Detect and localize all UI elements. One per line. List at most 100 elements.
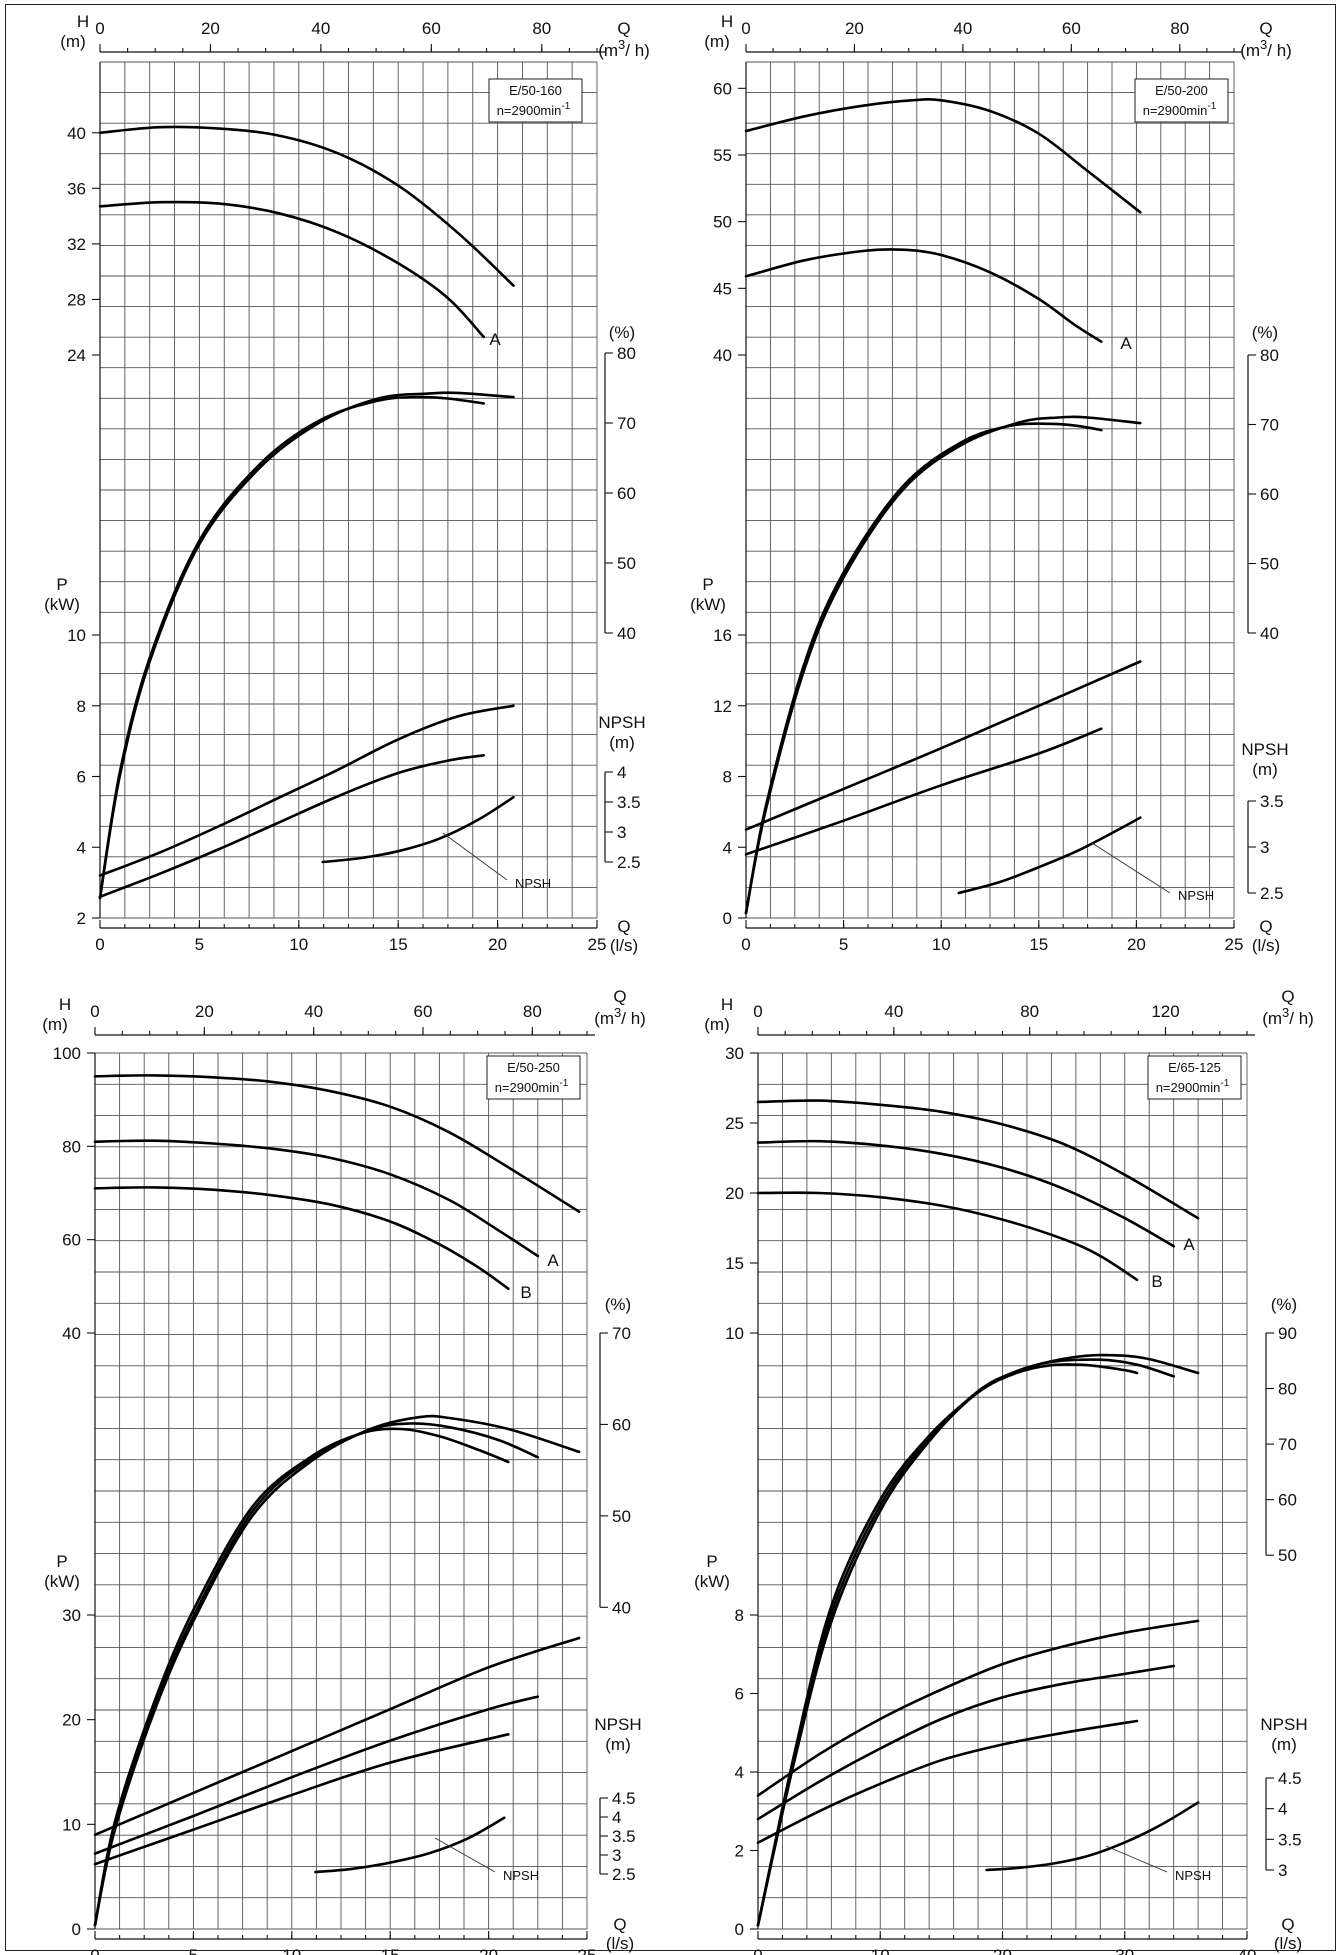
top-tick-label: 80: [532, 19, 551, 38]
power-curve-7: [756, 1619, 1200, 1797]
head-tick-label: 50: [713, 213, 732, 232]
npsh-leader: [442, 832, 508, 881]
efficiency-axis-label: (%): [1252, 323, 1278, 342]
npsh-curve-label: NPSH: [503, 1868, 539, 1883]
x-axis-label: Q: [613, 1915, 626, 1934]
efficiency-curve-5: [93, 1422, 540, 1927]
npsh-tick-label: 3: [1278, 1861, 1287, 1880]
x-tick-label: 15: [389, 935, 408, 954]
efficiency-curve-6: [756, 1353, 1200, 1927]
top-tick-label: 80: [523, 1002, 542, 1021]
curve-label-a: A: [1183, 1235, 1195, 1254]
x-tick-label: 25: [588, 935, 607, 954]
top-tick-label: 0: [753, 1002, 762, 1021]
efficiency-curve-4: [756, 1363, 1139, 1927]
top-tick-label: 0: [90, 1002, 99, 1021]
npsh-tick-label: 2.5: [1260, 884, 1284, 903]
power-axis-label: P: [56, 1552, 67, 1571]
power-axis-unit: (kW): [44, 1572, 80, 1591]
npsh-tick-label: 4: [617, 763, 626, 782]
efficiency-curve-6: [93, 1427, 510, 1927]
power-axis-unit: (kW): [690, 595, 726, 614]
model-box: [1134, 78, 1229, 123]
speed-label: n=2900min-1: [497, 101, 571, 118]
speed-exp: -1: [1207, 101, 1216, 112]
efficiency-tick-label: 40: [612, 1598, 631, 1617]
npsh-tick-label: 2.5: [612, 1865, 636, 1884]
top-tick-label: 20: [201, 19, 220, 38]
npsh-axis-label: NPSH: [598, 713, 645, 732]
efficiency-tick-label: 70: [1278, 1435, 1297, 1454]
x-tick-label: 15: [381, 1946, 400, 1955]
top-axis-unit-rest: / h): [1289, 1009, 1314, 1028]
efficiency-tick-label: 80: [1278, 1380, 1297, 1399]
top-axis-label: Q: [1259, 19, 1272, 38]
sheet-border: [5, 4, 1336, 1951]
power-tick-label: 0: [723, 909, 732, 928]
curve-label-a: A: [489, 330, 501, 349]
head-tick-label: 100: [53, 1044, 81, 1063]
grid: [99, 61, 598, 919]
efficiency-tick-label: 70: [1260, 416, 1279, 435]
power-axis-label: P: [702, 575, 713, 594]
x-tick-label: 10: [871, 1946, 890, 1955]
x-axis-label: Q: [1281, 1915, 1294, 1934]
power-tick-label: 16: [713, 626, 732, 645]
head-curve-2: [756, 1139, 1175, 1248]
top-tick-label: 40: [953, 19, 972, 38]
head-curve-1: [756, 1099, 1200, 1220]
model-box: [486, 1055, 581, 1100]
efficiency-axis-label: (%): [1271, 1295, 1297, 1314]
speed-base: n=2900min: [495, 1080, 560, 1095]
top-axis-label: Q: [617, 19, 630, 38]
head-tick-label: 10: [725, 1324, 744, 1343]
top-tick-label: 120: [1151, 1002, 1179, 1021]
x-tick-label: 25: [578, 1946, 597, 1955]
top-tick-label: 40: [304, 1002, 323, 1021]
power-curve-8: [93, 1695, 540, 1855]
top-axis-unit-rest: / h): [621, 1009, 646, 1028]
speed-base: n=2900min: [1143, 103, 1208, 118]
chart-panel-1: 0 5 10 15 20 25Q(l/s)0 20 40 60 80 Q(m3/ h)H(m)242…: [44, 12, 650, 955]
x-tick-label: 10: [289, 935, 308, 954]
top-axis-unit-base: (m: [594, 1009, 614, 1028]
top-axis-unit-base: (m: [598, 41, 618, 60]
head-tick-label: 55: [713, 146, 732, 165]
npsh-axis-label: NPSH: [594, 1715, 641, 1734]
npsh-tick-label: 3: [617, 823, 626, 842]
x-tick-label: 25: [1225, 935, 1244, 954]
npsh-curve-10: [985, 1801, 1200, 1872]
power-curve-7: [93, 1636, 581, 1837]
grid: [757, 1052, 1248, 1930]
power-tick-label: 30: [62, 1606, 81, 1625]
efficiency-axis-label: (%): [609, 323, 635, 342]
npsh-tick-label: 3.5: [1278, 1830, 1302, 1849]
x-tick-label: 20: [1127, 935, 1146, 954]
npsh-leader: [434, 1837, 496, 1873]
top-tick-label: 20: [845, 19, 864, 38]
head-curve-2: [98, 200, 485, 339]
top-axis-unit-base: (m: [1240, 41, 1260, 60]
curve-label-a: A: [1120, 334, 1132, 353]
npsh-leader: [1105, 1845, 1168, 1873]
power-curve-9: [756, 1719, 1139, 1844]
speed-base: n=2900min: [497, 103, 562, 118]
speed-exp: -1: [561, 101, 570, 112]
head-axis-unit: (m): [704, 1015, 729, 1034]
model-box: [488, 78, 583, 123]
curve-label-b: B: [1151, 1272, 1162, 1291]
npsh-tick-label: 2.5: [617, 853, 641, 872]
grid: [745, 61, 1235, 919]
top-axis-unit: (m3/ h): [598, 37, 650, 60]
npsh-tick-label: 3: [612, 1846, 621, 1865]
head-axis-label: H: [59, 995, 71, 1014]
x-tick-label: 0: [753, 1946, 762, 1955]
power-curve-5: [744, 660, 1142, 831]
curve-label-a: A: [547, 1251, 559, 1270]
top-tick-label: 40: [311, 19, 330, 38]
x-tick-label: 0: [90, 1946, 99, 1955]
top-axis-unit: (m3/ h): [594, 1005, 646, 1028]
